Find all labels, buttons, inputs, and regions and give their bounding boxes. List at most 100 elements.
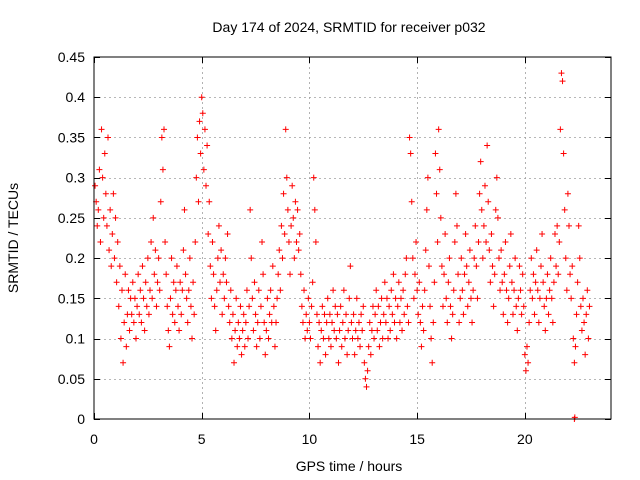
data-point xyxy=(581,319,588,326)
data-point xyxy=(148,239,155,246)
data-point xyxy=(494,214,501,221)
x-tick-label: 20 xyxy=(517,431,533,447)
data-point xyxy=(113,279,120,286)
data-point xyxy=(144,255,151,262)
data-point xyxy=(355,319,362,326)
data-point xyxy=(198,94,205,101)
data-point xyxy=(521,351,528,358)
data-point xyxy=(457,295,464,302)
data-point xyxy=(525,359,532,366)
data-point xyxy=(103,222,110,229)
data-point xyxy=(560,150,567,157)
data-point xyxy=(433,190,440,197)
data-point xyxy=(165,327,172,334)
data-point xyxy=(419,303,426,310)
data-point xyxy=(548,295,555,302)
y-tick-label: 0 xyxy=(77,411,85,427)
data-point xyxy=(541,303,548,310)
data-point xyxy=(259,239,266,246)
data-point xyxy=(445,279,452,286)
data-point xyxy=(296,230,303,237)
data-point xyxy=(470,287,477,294)
data-point xyxy=(439,303,446,310)
data-point xyxy=(338,343,345,350)
data-point xyxy=(473,263,480,270)
data-point xyxy=(316,319,323,326)
data-point xyxy=(190,279,197,286)
data-point xyxy=(208,295,215,302)
data-point xyxy=(512,255,519,262)
data-point xyxy=(185,287,192,294)
data-point xyxy=(408,198,415,205)
data-point xyxy=(575,222,582,229)
data-point xyxy=(156,287,163,294)
data-point xyxy=(464,303,471,310)
data-point xyxy=(399,327,406,334)
data-point xyxy=(585,335,592,342)
data-point xyxy=(460,311,467,318)
x-tick-label: 15 xyxy=(409,431,425,447)
data-point xyxy=(503,287,510,294)
data-point xyxy=(335,359,342,366)
data-point xyxy=(285,239,292,246)
data-point xyxy=(350,311,357,318)
data-point xyxy=(291,255,298,262)
data-point xyxy=(447,303,454,310)
x-axis-label: GPS time / hours xyxy=(296,458,403,474)
data-point xyxy=(256,335,263,342)
y-tick-label: 0.1 xyxy=(66,331,86,347)
data-point xyxy=(570,335,577,342)
data-point xyxy=(487,279,494,286)
data-point xyxy=(205,230,212,237)
data-point xyxy=(257,303,264,310)
data-point xyxy=(279,255,286,262)
data-point xyxy=(537,263,544,270)
data-point xyxy=(197,150,204,157)
data-point xyxy=(327,343,334,350)
data-point xyxy=(533,247,540,254)
data-point xyxy=(495,255,502,262)
data-point xyxy=(288,222,295,229)
data-point xyxy=(264,295,271,302)
data-point xyxy=(175,303,182,310)
data-point xyxy=(283,174,290,181)
data-point xyxy=(475,239,482,246)
data-point xyxy=(224,230,231,237)
data-point xyxy=(469,319,476,326)
data-point xyxy=(461,271,468,278)
data-point xyxy=(520,303,527,310)
data-point xyxy=(158,134,165,141)
x-tick-label: 5 xyxy=(198,431,206,447)
data-point xyxy=(410,295,417,302)
data-point xyxy=(378,295,385,302)
data-point xyxy=(150,214,157,221)
data-point xyxy=(131,295,138,302)
data-point xyxy=(561,206,568,213)
data-point xyxy=(365,343,372,350)
data-point xyxy=(352,327,359,334)
data-point xyxy=(401,311,408,318)
data-point xyxy=(431,279,438,286)
data-point xyxy=(157,198,164,205)
data-point xyxy=(360,303,367,310)
data-point xyxy=(111,255,118,262)
data-point xyxy=(539,230,546,237)
data-point xyxy=(248,255,255,262)
data-point xyxy=(582,351,589,358)
data-point xyxy=(99,174,106,181)
data-point xyxy=(358,311,365,318)
data-point xyxy=(299,319,306,326)
data-point xyxy=(479,255,486,262)
data-point xyxy=(123,343,130,350)
data-point xyxy=(522,367,529,374)
data-point xyxy=(238,351,245,358)
data-point xyxy=(281,230,288,237)
data-point xyxy=(278,222,285,229)
data-point xyxy=(407,150,414,157)
data-point xyxy=(152,247,159,254)
data-point xyxy=(458,255,465,262)
chart-title: Day 174 of 2024, SRMTID for receiver p03… xyxy=(212,19,485,35)
data-point xyxy=(564,190,571,197)
y-tick-label: 0.35 xyxy=(58,129,85,145)
